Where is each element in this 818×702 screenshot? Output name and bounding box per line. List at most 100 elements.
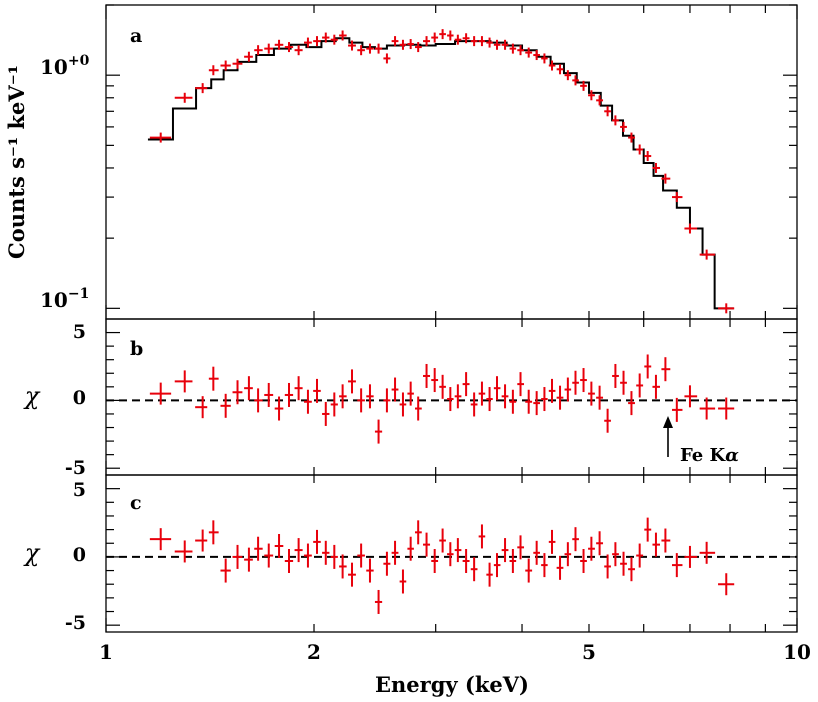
data-point — [294, 538, 303, 563]
data-point — [548, 529, 556, 554]
data-point — [470, 392, 478, 417]
data-point — [339, 30, 347, 41]
data-point — [357, 543, 365, 568]
data-point — [533, 540, 540, 565]
panel-b-label: b — [130, 338, 143, 360]
x-tick-label-2: 2 — [307, 640, 321, 664]
data-point — [232, 544, 243, 569]
data-point — [672, 192, 683, 203]
data-point — [699, 397, 716, 420]
data-point — [348, 369, 356, 394]
data-point — [415, 520, 422, 545]
data-point — [533, 50, 540, 61]
data-point — [195, 529, 208, 552]
data-point — [357, 45, 365, 56]
data-point — [407, 39, 414, 50]
data-point — [604, 554, 611, 579]
data-point — [596, 95, 604, 106]
data-point — [652, 374, 661, 399]
x-axis-label: Energy (keV) — [375, 672, 529, 697]
panel-c-frame — [105, 474, 798, 633]
data-point — [174, 540, 193, 563]
data-point — [322, 32, 330, 43]
data-point — [541, 553, 548, 578]
data-point — [652, 162, 661, 173]
data-point — [254, 536, 263, 561]
data-point — [478, 524, 486, 549]
residual-points — [149, 354, 735, 444]
data-point — [399, 39, 407, 50]
data-point — [313, 529, 321, 554]
data-point — [596, 385, 604, 410]
data-point — [470, 36, 478, 47]
data-point — [254, 388, 263, 413]
data-point — [556, 64, 564, 75]
data-point — [274, 396, 284, 421]
data-point — [533, 391, 540, 416]
data-point — [517, 372, 525, 397]
data-point — [486, 562, 493, 587]
data-point — [304, 389, 312, 414]
data-point — [462, 549, 470, 574]
data-point — [604, 408, 611, 433]
data-point — [636, 543, 644, 568]
data-point — [407, 381, 414, 406]
data-point — [439, 374, 446, 399]
data-point — [644, 354, 652, 379]
data-point — [423, 363, 431, 388]
data-point — [407, 536, 414, 561]
data-point — [572, 75, 579, 86]
data-point — [264, 382, 274, 407]
data-point — [620, 121, 627, 132]
data-point — [718, 303, 735, 314]
panel-a: a 10+0 10−1 Counts s⁻¹ keV⁻¹ — [4, 4, 798, 320]
data-point — [661, 357, 671, 382]
data-point — [431, 549, 439, 574]
data-point — [366, 558, 374, 583]
x-tick-label-10: 10 — [783, 640, 811, 664]
data-point — [284, 382, 294, 407]
data-point — [439, 528, 446, 553]
data-point — [374, 589, 383, 614]
data-point — [232, 380, 243, 405]
data-point — [564, 377, 572, 402]
data-point — [423, 36, 431, 47]
data-point — [718, 573, 735, 596]
data-point — [391, 36, 399, 47]
data-point — [366, 43, 374, 54]
data-point — [517, 535, 525, 560]
data-point — [339, 384, 347, 409]
data-point — [525, 389, 533, 414]
data-point — [149, 382, 172, 405]
data-point — [509, 43, 517, 54]
data-point — [322, 540, 330, 565]
data-point — [588, 381, 595, 406]
data-point — [208, 65, 219, 76]
data-point — [462, 372, 470, 397]
data-point — [174, 370, 193, 393]
data-point — [478, 36, 486, 47]
data-point — [580, 549, 587, 574]
data-point — [684, 385, 698, 408]
b-y-tick-label-0: 0 — [73, 387, 86, 409]
data-point — [478, 381, 486, 406]
c-y-tick-label-5: 5 — [73, 479, 86, 501]
data-point — [588, 536, 595, 561]
panel-c-ticks — [105, 475, 798, 632]
data-point — [366, 384, 374, 409]
data-point — [541, 53, 548, 64]
data-point — [636, 373, 644, 398]
data-point — [628, 132, 635, 143]
data-point — [294, 45, 303, 56]
data-point — [509, 549, 517, 574]
data-point — [254, 45, 263, 56]
data-point — [556, 385, 564, 410]
data-point — [294, 376, 303, 401]
data-point — [564, 70, 572, 81]
fe-k-alpha-arrow-head — [663, 416, 673, 428]
data-point — [330, 544, 338, 569]
data-point — [596, 531, 604, 556]
data-point — [493, 553, 501, 578]
data-point — [374, 43, 383, 54]
